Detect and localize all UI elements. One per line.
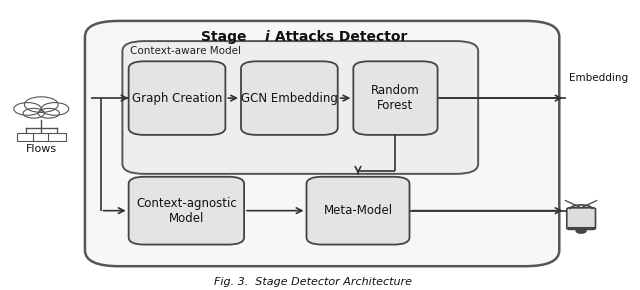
Circle shape (38, 108, 60, 118)
Text: Attacks Detector: Attacks Detector (270, 30, 408, 44)
Circle shape (576, 229, 586, 233)
Bar (48, 133, 66, 141)
Text: Embedding: Embedding (569, 73, 628, 83)
FancyBboxPatch shape (241, 61, 338, 135)
Bar (33, 133, 50, 141)
Text: Context-aware Model: Context-aware Model (130, 46, 241, 56)
Text: Meta-Model: Meta-Model (323, 204, 392, 217)
Circle shape (24, 97, 58, 113)
Circle shape (41, 103, 68, 115)
Bar (17, 133, 35, 141)
Text: Flows: Flows (26, 144, 57, 154)
Text: Graph Creation: Graph Creation (132, 92, 222, 105)
Text: i: i (264, 30, 269, 44)
Text: Fig. 3.  Stage Detector Architecture: Fig. 3. Stage Detector Architecture (214, 277, 412, 287)
Text: Random
Forest: Random Forest (371, 84, 420, 112)
FancyBboxPatch shape (129, 177, 244, 244)
Text: GCN Embedding: GCN Embedding (241, 92, 338, 105)
FancyBboxPatch shape (307, 177, 410, 244)
FancyBboxPatch shape (353, 61, 438, 135)
Text: Stage: Stage (201, 30, 252, 44)
FancyBboxPatch shape (85, 21, 559, 266)
FancyBboxPatch shape (129, 61, 225, 135)
Text: Context-agnostic
Model: Context-agnostic Model (136, 197, 237, 225)
FancyBboxPatch shape (122, 41, 478, 174)
FancyBboxPatch shape (567, 208, 595, 229)
Circle shape (14, 103, 41, 115)
Circle shape (23, 108, 44, 118)
